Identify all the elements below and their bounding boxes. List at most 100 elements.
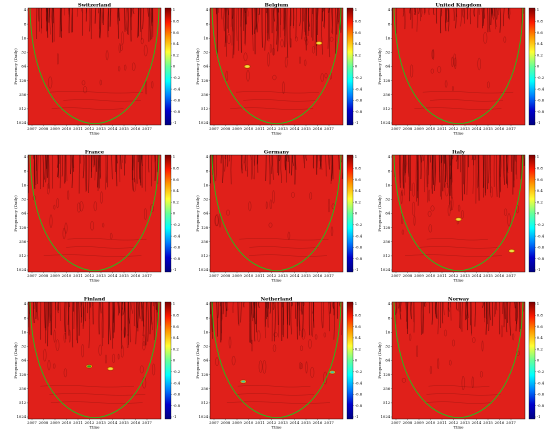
- y-tick-label: 512: [201, 253, 209, 258]
- contour-ring: [105, 354, 107, 364]
- contour-ring: [481, 340, 484, 352]
- contour-streak: [145, 302, 147, 346]
- contour-ring: [48, 76, 53, 89]
- contour-streak: [292, 155, 294, 166]
- y-tick-label: 64: [385, 211, 390, 216]
- colorbar-tick-label: 0.2: [173, 346, 180, 351]
- contour-band: [426, 238, 488, 241]
- x-tick-label: 2016: [313, 273, 323, 278]
- y-tick-label: 1024: [381, 267, 391, 272]
- contour-ring: [461, 210, 464, 219]
- colorbar-tick-label: -0.2: [537, 75, 545, 80]
- contour-streak: [293, 8, 295, 29]
- colorbar-tick-label: -1: [173, 120, 177, 125]
- contour-ring: [280, 39, 284, 48]
- y-tick-label: 8: [206, 21, 209, 26]
- contour-streak: [76, 8, 79, 17]
- contour-streak: [469, 8, 472, 25]
- contour-ring: [142, 341, 146, 351]
- contour-streak: [455, 8, 457, 29]
- contour-ring: [117, 353, 120, 360]
- contour-ring: [83, 86, 88, 94]
- colorbar-tick-label: -0.2: [537, 222, 545, 227]
- contour-streak: [265, 302, 267, 308]
- contour-streak: [100, 302, 102, 314]
- contour-streak: [36, 155, 38, 171]
- colorbar-tick-label: 0.6: [537, 324, 544, 329]
- contour-ring: [483, 32, 488, 44]
- contour-streak: [276, 155, 278, 173]
- contour-band: [249, 246, 319, 249]
- colorbar-tick-label: -0.8: [537, 256, 545, 261]
- contour-streak: [118, 8, 120, 21]
- contour-streak: [244, 155, 246, 164]
- colorbar-tick-label: -0.2: [355, 369, 363, 374]
- contour-streak: [420, 155, 422, 163]
- contour-streak: [323, 8, 325, 27]
- contour-ring: [299, 56, 301, 64]
- x-tick-label: 2010: [244, 273, 254, 278]
- contour-streak: [464, 8, 466, 24]
- x-tick-label: 2010: [426, 126, 436, 131]
- contour-streak: [256, 8, 258, 32]
- colorbar-tick-label: 0.6: [173, 30, 180, 35]
- x-tick-label: 2012: [85, 420, 95, 425]
- contour-streak: [428, 302, 431, 314]
- x-tick-label: 2010: [62, 420, 72, 425]
- contour-ring: [449, 359, 452, 366]
- colorbar: [164, 7, 172, 126]
- contour-streak: [215, 155, 217, 182]
- x-tick-label: 2011: [255, 273, 265, 278]
- contour-streak: [516, 155, 518, 180]
- x-tick-label: 2009: [414, 126, 424, 131]
- contour-streak: [496, 302, 498, 311]
- y-axis-label: Frequency (Daily): [195, 342, 200, 379]
- contour-streak: [247, 8, 249, 17]
- contour-ring: [437, 358, 440, 369]
- x-axis-label: Time: [453, 131, 464, 136]
- contour-streak: [141, 302, 143, 322]
- contour-ring: [472, 337, 476, 343]
- contour-band: [66, 246, 135, 249]
- contour-streak: [227, 302, 229, 311]
- contour-streak: [242, 8, 245, 32]
- contour-ring: [55, 339, 60, 351]
- contour-streak: [434, 155, 436, 192]
- contour-streak: [288, 155, 290, 174]
- contour-ring: [291, 191, 295, 198]
- contour-streak: [465, 302, 467, 321]
- contour-streak: [268, 8, 270, 39]
- contour-streak: [482, 8, 485, 27]
- hotspot-core: [87, 365, 92, 368]
- contour-streak: [399, 155, 401, 188]
- y-axis-label: Frequency (Daily): [377, 195, 382, 232]
- x-tick-label: 2017: [324, 126, 334, 131]
- contour-streak: [328, 8, 330, 13]
- y-tick-label: 512: [383, 106, 391, 111]
- contour-ring: [323, 371, 328, 385]
- y-tick-label: 16: [203, 35, 208, 40]
- colorbar-tick-label: 0: [355, 211, 358, 216]
- y-tick-label: 64: [203, 211, 208, 216]
- x-tick-label: 2013: [460, 420, 470, 425]
- colorbar-tick-label: 0.6: [537, 30, 544, 35]
- contour-streak: [460, 8, 462, 27]
- x-tick-label: 2010: [62, 126, 72, 131]
- x-tick-label: 2009: [232, 126, 242, 131]
- contour-ring: [429, 365, 432, 375]
- contour-ring: [140, 37, 144, 45]
- x-tick-label: 2017: [324, 273, 334, 278]
- contour-ring: [507, 213, 511, 227]
- contour-streak: [155, 302, 157, 310]
- colorbar-tick-label: 0.4: [355, 335, 362, 340]
- contour-streak: [495, 8, 497, 28]
- contour-ring: [214, 215, 219, 227]
- contour-streak: [410, 302, 412, 320]
- x-tick-label: 2016: [131, 273, 141, 278]
- contour-ring: [228, 336, 232, 349]
- colorbar-tick-label: 1: [355, 301, 357, 306]
- y-tick-label: 8: [24, 315, 27, 320]
- y-tick-label: 512: [201, 106, 209, 111]
- contour-streak: [94, 8, 97, 24]
